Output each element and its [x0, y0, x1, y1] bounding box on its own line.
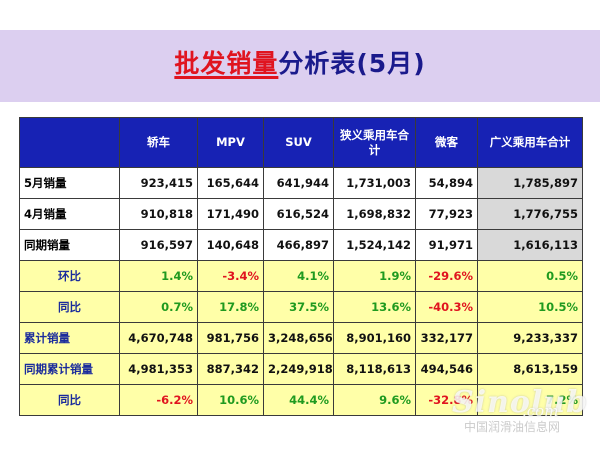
table-row: 累计销量 4,670,748 981,756 3,248,656 8,901,1…: [19, 322, 583, 354]
table-cell: 1,731,003: [333, 167, 416, 199]
table-row: 4月销量 910,818 171,490 616,524 1,698,832 7…: [19, 198, 583, 230]
table-cell: 140,648: [197, 229, 264, 261]
table-cell: 10.6%: [197, 384, 264, 416]
row-label: 累计销量: [19, 322, 120, 354]
table-cell-total: 1,785,897: [477, 167, 583, 199]
header-sedan: 轿车: [119, 117, 198, 168]
table-cell: -40.3%: [415, 291, 478, 323]
table-header-row: 轿车 MPV SUV 狭义乘用车合计 微客 广义乘用车合计: [19, 117, 583, 168]
table-cell: 923,415: [119, 167, 198, 199]
table-cell: 77,923: [415, 198, 478, 230]
row-label: 同期累计销量: [19, 353, 120, 385]
row-label: 同比: [19, 291, 120, 323]
table-cell: 165,644: [197, 167, 264, 199]
table-cell: 616,524: [263, 198, 334, 230]
header-narrow-total: 狭义乘用车合计: [333, 117, 416, 168]
table-cell: 1.9%: [333, 260, 416, 292]
table-cell: 641,944: [263, 167, 334, 199]
table-row: 环比 1.4% -3.4% 4.1% 1.9% -29.6% 0.5%: [19, 260, 583, 292]
header-corner: [19, 117, 120, 168]
table-cell: 4,670,748: [119, 322, 198, 354]
table-cell: -32.8%: [415, 384, 478, 416]
table-cell: 1,698,832: [333, 198, 416, 230]
table-cell: 332,177: [415, 322, 478, 354]
table-row: 5月销量 923,415 165,644 641,944 1,731,003 5…: [19, 167, 583, 199]
table-row: 同期销量 916,597 140,648 466,897 1,524,142 9…: [19, 229, 583, 261]
header-suv: SUV: [263, 117, 334, 168]
table-cell: 54,894: [415, 167, 478, 199]
table-cell: 8,118,613: [333, 353, 416, 385]
row-label: 4月销量: [19, 198, 120, 230]
table-cell: 1.4%: [119, 260, 198, 292]
table-cell: 916,597: [119, 229, 198, 261]
table-cell: 494,546: [415, 353, 478, 385]
table-cell: 9.6%: [333, 384, 416, 416]
table-cell: 91,971: [415, 229, 478, 261]
table-cell: 44.4%: [263, 384, 334, 416]
table-cell: 171,490: [197, 198, 264, 230]
row-label: 同期销量: [19, 229, 120, 261]
table-row: 同比 -6.2% 10.6% 44.4% 9.6% -32.8% 7.2%: [19, 384, 583, 416]
table-cell: 4.1%: [263, 260, 334, 292]
table-row: 同期累计销量 4,981,353 887,342 2,249,918 8,118…: [19, 353, 583, 385]
table-cell: 2,249,918: [263, 353, 334, 385]
table-cell: -6.2%: [119, 384, 198, 416]
table-cell: 981,756: [197, 322, 264, 354]
row-label: 同比: [19, 384, 120, 416]
watermark-brand: Sinolub: [452, 385, 589, 420]
page-title: 批发销量分析表(5月): [0, 44, 600, 80]
table-cell-total: 10.5%: [477, 291, 583, 323]
table-cell: 910,818: [119, 198, 198, 230]
sales-analysis-table: 轿车 MPV SUV 狭义乘用车合计 微客 广义乘用车合计 5月销量 923,4…: [19, 117, 583, 416]
table-cell: 3,248,656: [263, 322, 334, 354]
table-cell: 17.8%: [197, 291, 264, 323]
header-mpv: MPV: [197, 117, 264, 168]
table-cell-total: 9,233,337: [477, 322, 583, 354]
table-cell: -3.4%: [197, 260, 264, 292]
table-cell: 466,897: [263, 229, 334, 261]
watermark-cn: 中国润滑油信息网: [464, 420, 561, 434]
row-label: 环比: [19, 260, 120, 292]
row-label: 5月销量: [19, 167, 120, 199]
table-cell: 8,901,160: [333, 322, 416, 354]
table-cell: 0.7%: [119, 291, 198, 323]
watermark-domain: .com: [522, 402, 559, 420]
table-cell: 4,981,353: [119, 353, 198, 385]
table-cell-total: 0.5%: [477, 260, 583, 292]
table-cell-total: 8,613,159: [477, 353, 583, 385]
title-band: [0, 30, 600, 102]
table-cell: 1,524,142: [333, 229, 416, 261]
table-row: 同比 0.7% 17.8% 37.5% 13.6% -40.3% 10.5%: [19, 291, 583, 323]
table-cell-total: 1,616,113: [477, 229, 583, 261]
table-cell-total: 7.2%: [477, 384, 583, 416]
title-highlight: 批发销量: [174, 49, 279, 78]
header-broad-total: 广义乘用车合计: [477, 117, 583, 168]
title-rest: 分析表(5月): [278, 49, 426, 78]
table-cell: 887,342: [197, 353, 264, 385]
table-cell: 13.6%: [333, 291, 416, 323]
header-minivan: 微客: [415, 117, 478, 168]
table-cell-total: 1,776,755: [477, 198, 583, 230]
table-cell: 37.5%: [263, 291, 334, 323]
table-cell: -29.6%: [415, 260, 478, 292]
